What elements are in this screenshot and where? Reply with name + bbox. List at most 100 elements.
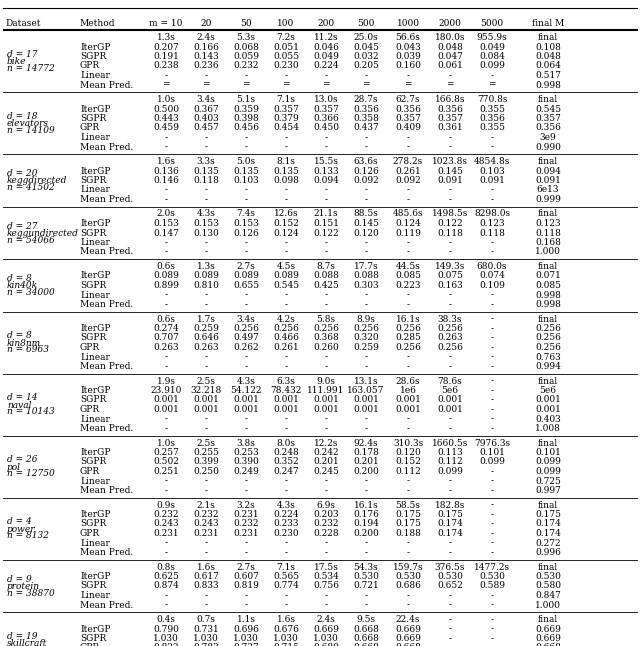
Text: 0.135: 0.135 bbox=[193, 167, 219, 176]
Text: final: final bbox=[538, 33, 558, 42]
Text: n = 14772: n = 14772 bbox=[7, 64, 55, 73]
Text: 0.425: 0.425 bbox=[313, 281, 339, 290]
Text: 310.3s: 310.3s bbox=[393, 439, 423, 448]
Text: 0.731: 0.731 bbox=[193, 625, 219, 634]
Text: 0.497: 0.497 bbox=[233, 333, 259, 342]
Text: 1.3s: 1.3s bbox=[157, 33, 175, 42]
Text: -: - bbox=[449, 539, 451, 548]
Text: 0.357: 0.357 bbox=[535, 114, 561, 123]
Text: 1.0s: 1.0s bbox=[157, 439, 175, 448]
Text: 0.175: 0.175 bbox=[395, 510, 421, 519]
Text: 0.356: 0.356 bbox=[395, 105, 421, 114]
Text: 92.4s: 92.4s bbox=[354, 439, 378, 448]
Text: 0.001: 0.001 bbox=[437, 395, 463, 404]
Text: 0.126: 0.126 bbox=[353, 167, 379, 176]
Text: d = 8: d = 8 bbox=[7, 275, 32, 283]
Text: -: - bbox=[490, 195, 493, 204]
Text: 0.232: 0.232 bbox=[153, 510, 179, 519]
Text: -: - bbox=[449, 362, 451, 371]
Text: -: - bbox=[205, 362, 207, 371]
Text: n = 6963: n = 6963 bbox=[7, 346, 49, 355]
Text: 0.357: 0.357 bbox=[437, 114, 463, 123]
Text: 0.123: 0.123 bbox=[535, 219, 561, 228]
Text: SGPR: SGPR bbox=[80, 281, 106, 290]
Text: 1.008: 1.008 bbox=[535, 424, 561, 433]
Text: 1.030: 1.030 bbox=[313, 634, 339, 643]
Text: 21.1s: 21.1s bbox=[314, 209, 339, 218]
Text: -: - bbox=[244, 133, 248, 142]
Text: 0.580: 0.580 bbox=[535, 581, 561, 590]
Text: IterGP: IterGP bbox=[80, 167, 111, 176]
Text: 0.530: 0.530 bbox=[479, 572, 505, 581]
Text: 4854.8s: 4854.8s bbox=[474, 157, 510, 166]
Text: 1477.2s: 1477.2s bbox=[474, 563, 510, 572]
Text: Mean Pred.: Mean Pred. bbox=[80, 548, 133, 557]
Text: -: - bbox=[285, 362, 287, 371]
Text: 0.001: 0.001 bbox=[273, 405, 299, 414]
Text: -: - bbox=[365, 238, 367, 247]
Text: 0.145: 0.145 bbox=[437, 167, 463, 176]
Text: 3.4s: 3.4s bbox=[196, 95, 216, 104]
Text: GPR: GPR bbox=[80, 343, 100, 352]
Text: Linear: Linear bbox=[80, 415, 110, 424]
Text: n = 34000: n = 34000 bbox=[7, 288, 55, 297]
Text: -: - bbox=[205, 548, 207, 557]
Text: -: - bbox=[285, 601, 287, 609]
Text: 0.091: 0.091 bbox=[479, 176, 505, 185]
Text: -: - bbox=[490, 143, 493, 152]
Text: 0.145: 0.145 bbox=[353, 219, 379, 228]
Text: 0.256: 0.256 bbox=[535, 333, 561, 342]
Text: 0.530: 0.530 bbox=[395, 572, 421, 581]
Text: -: - bbox=[490, 415, 493, 424]
Text: -: - bbox=[449, 143, 451, 152]
Text: =: = bbox=[243, 81, 250, 90]
Text: 0.783: 0.783 bbox=[193, 643, 219, 646]
Text: -: - bbox=[490, 405, 493, 414]
Text: -: - bbox=[490, 548, 493, 557]
Text: final M: final M bbox=[532, 19, 564, 28]
Text: 1023.8s: 1023.8s bbox=[432, 157, 468, 166]
Text: Linear: Linear bbox=[80, 477, 110, 486]
Text: -: - bbox=[205, 247, 207, 256]
Text: 0.174: 0.174 bbox=[437, 529, 463, 538]
Text: 0.245: 0.245 bbox=[313, 467, 339, 476]
Text: 0.4s: 0.4s bbox=[157, 615, 175, 624]
Text: -: - bbox=[205, 143, 207, 152]
Text: final: final bbox=[538, 95, 558, 104]
Text: 0.721: 0.721 bbox=[353, 581, 379, 590]
Text: 0.260: 0.260 bbox=[313, 343, 339, 352]
Text: -: - bbox=[406, 539, 410, 548]
Text: 0.668: 0.668 bbox=[353, 643, 379, 646]
Text: 0.075: 0.075 bbox=[437, 271, 463, 280]
Text: -: - bbox=[285, 591, 287, 600]
Text: 5000: 5000 bbox=[481, 19, 504, 28]
Text: -: - bbox=[406, 185, 410, 194]
Text: -: - bbox=[406, 247, 410, 256]
Text: 0.669: 0.669 bbox=[313, 625, 339, 634]
Text: 0.001: 0.001 bbox=[313, 405, 339, 414]
Text: 1.6s: 1.6s bbox=[196, 563, 216, 572]
Text: -: - bbox=[324, 238, 328, 247]
Text: 0.224: 0.224 bbox=[313, 61, 339, 70]
Text: Dataset: Dataset bbox=[5, 19, 40, 28]
Text: -: - bbox=[164, 238, 168, 247]
Text: Mean Pred.: Mean Pred. bbox=[80, 424, 133, 433]
Text: 32.218: 32.218 bbox=[190, 386, 221, 395]
Text: IterGP: IterGP bbox=[80, 324, 111, 333]
Text: -: - bbox=[449, 185, 451, 194]
Text: 7.2s: 7.2s bbox=[276, 33, 296, 42]
Text: SGPR: SGPR bbox=[80, 581, 106, 590]
Text: 0.099: 0.099 bbox=[479, 457, 505, 466]
Text: 0.232: 0.232 bbox=[233, 61, 259, 70]
Text: final: final bbox=[538, 209, 558, 218]
Text: 0.356: 0.356 bbox=[353, 105, 379, 114]
Text: 0.152: 0.152 bbox=[395, 457, 421, 466]
Text: d = 20: d = 20 bbox=[7, 169, 38, 178]
Text: -: - bbox=[406, 548, 410, 557]
Text: -: - bbox=[244, 415, 248, 424]
Text: 0.135: 0.135 bbox=[233, 167, 259, 176]
Text: 15.5s: 15.5s bbox=[314, 157, 339, 166]
Text: 2.1s: 2.1s bbox=[196, 501, 216, 510]
Text: Linear: Linear bbox=[80, 185, 110, 194]
Text: -: - bbox=[449, 601, 451, 609]
